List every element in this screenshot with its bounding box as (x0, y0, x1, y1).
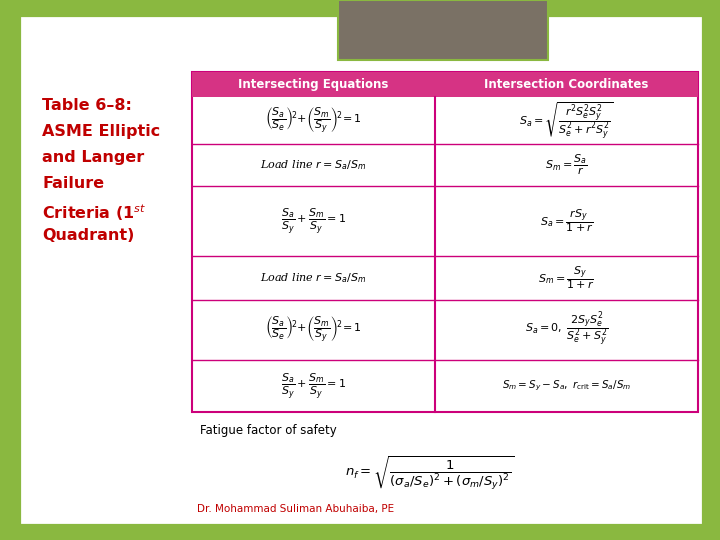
Text: $S_a = \dfrac{r S_y}{1 + r}$: $S_a = \dfrac{r S_y}{1 + r}$ (540, 208, 593, 234)
Text: Load line $r = S_a/S_m$: Load line $r = S_a/S_m$ (261, 271, 366, 285)
Text: ASME Elliptic: ASME Elliptic (42, 124, 161, 139)
Text: Table 6–8:: Table 6–8: (42, 98, 132, 113)
Text: Dr. Mohammad Suliman Abuhaiba, PE: Dr. Mohammad Suliman Abuhaiba, PE (197, 504, 394, 514)
Text: Quadrant): Quadrant) (42, 228, 135, 243)
Text: $\left(\dfrac{S_a}{S_e}\right)^{\!2}\!+\!\left(\dfrac{S_m}{S_y}\right)^{\!2}\!=1: $\left(\dfrac{S_a}{S_e}\right)^{\!2}\!+\… (265, 105, 361, 136)
Text: Fatigue factor of safety: Fatigue factor of safety (200, 424, 337, 437)
Text: $\dfrac{S_a}{S_y} + \dfrac{S_m}{S_y} = 1$: $\dfrac{S_a}{S_y} + \dfrac{S_m}{S_y} = 1… (281, 206, 346, 236)
Text: Failure: Failure (42, 176, 104, 191)
Text: Intersection Coordinates: Intersection Coordinates (485, 78, 649, 91)
Text: Criteria (1$^{st}$: Criteria (1$^{st}$ (42, 202, 146, 222)
Text: $S_m = \dfrac{S_y}{1 + r}$: $S_m = \dfrac{S_y}{1 + r}$ (539, 265, 595, 292)
Text: $S_a = \sqrt{\dfrac{r^2 S_e^2 S_y^2}{S_e^2 + r^2 S_y^2}}$: $S_a = \sqrt{\dfrac{r^2 S_e^2 S_y^2}{S_e… (519, 100, 613, 141)
Text: $S_m = S_y - S_a, \; r_{\rm crit} = S_a/S_m$: $S_m = S_y - S_a, \; r_{\rm crit} = S_a/… (502, 379, 631, 393)
Text: $\dfrac{S_a}{S_y} + \dfrac{S_m}{S_y} = 1$: $\dfrac{S_a}{S_y} + \dfrac{S_m}{S_y} = 1… (281, 371, 346, 401)
Text: Load line $r = S_a/S_m$: Load line $r = S_a/S_m$ (261, 158, 366, 172)
Text: $\left(\dfrac{S_a}{S_e}\right)^{\!2}\!+\!\left(\dfrac{S_m}{S_y}\right)^{\!2}\!=1: $\left(\dfrac{S_a}{S_e}\right)^{\!2}\!+\… (265, 315, 361, 345)
Bar (192, 72, 698, 97)
Text: $n_f = \sqrt{\dfrac{1}{(\sigma_a/S_e)^2 + (\sigma_m/S_y)^2}}$: $n_f = \sqrt{\dfrac{1}{(\sigma_a/S_e)^2 … (346, 454, 515, 491)
Text: and Langer: and Langer (42, 150, 144, 165)
Bar (192, 72, 698, 412)
Text: $S_m = \dfrac{S_a}{r}$: $S_m = \dfrac{S_a}{r}$ (545, 153, 588, 177)
Text: $S_a = 0, \;\dfrac{2S_y S_e^2}{S_e^2 + S_y^2}$: $S_a = 0, \;\dfrac{2S_y S_e^2}{S_e^2 + S… (525, 310, 608, 349)
Bar (338, 0, 548, 60)
Text: Intersecting Equations: Intersecting Equations (238, 78, 389, 91)
